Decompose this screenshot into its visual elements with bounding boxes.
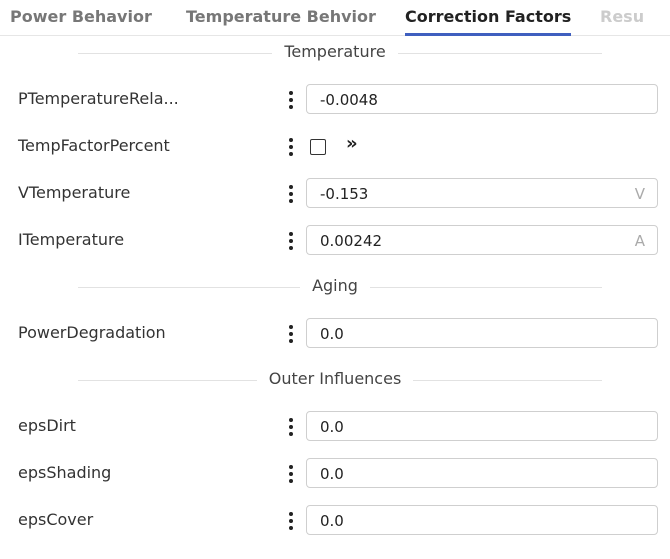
dot — [289, 98, 293, 102]
input-unit: V — [634, 185, 645, 203]
menu-button[interactable] — [287, 183, 295, 205]
menu-button[interactable] — [287, 230, 295, 252]
dot — [289, 465, 293, 469]
text-input[interactable]: 0.00242 A — [306, 225, 658, 255]
field-row: PowerDegradation 0.0 — [0, 310, 670, 357]
dot — [289, 185, 293, 189]
dot — [289, 418, 293, 422]
dot — [289, 512, 293, 516]
section-header: Aging — [0, 264, 670, 310]
tab[interactable]: Resu — [600, 7, 645, 26]
text-input[interactable]: -0.153 V — [306, 178, 658, 208]
menu-button[interactable] — [287, 89, 295, 111]
dot — [289, 246, 293, 250]
dot — [289, 232, 293, 236]
input-value: -0.153 — [320, 185, 369, 203]
field-row: ITemperature 0.00242 A — [0, 217, 670, 264]
dot — [289, 192, 293, 196]
tab[interactable]: Temperature Behvior — [186, 7, 376, 26]
field-label: epsCover — [18, 510, 94, 529]
field-label: PTemperatureRela... — [18, 89, 179, 108]
tab[interactable]: Correction Factors — [405, 7, 572, 36]
field-label: epsDirt — [18, 416, 76, 435]
dot — [289, 332, 293, 336]
field-row: epsShading 0.0 — [0, 450, 670, 497]
input-value: -0.0048 — [320, 91, 378, 109]
input-unit: A — [634, 232, 645, 250]
input-value: 0.0 — [320, 418, 344, 436]
menu-button[interactable] — [287, 510, 295, 532]
section-header: Temperature — [0, 30, 670, 76]
section-title-wrap: Aging — [0, 276, 670, 295]
dot — [289, 425, 293, 429]
dot — [289, 339, 293, 343]
dot — [289, 239, 293, 243]
dot — [289, 432, 293, 436]
text-input[interactable]: 0.0 — [306, 458, 658, 488]
field-row: TempFactorPercent » — [0, 123, 670, 170]
dot — [289, 145, 293, 149]
dot — [289, 105, 293, 109]
dot — [289, 199, 293, 203]
input-value: 0.0 — [320, 465, 344, 483]
section-title: Outer Influences — [256, 369, 414, 388]
text-input[interactable]: 0.0 — [306, 318, 658, 348]
menu-button[interactable] — [287, 463, 295, 485]
dot — [289, 479, 293, 483]
tab[interactable]: Power Behavior — [10, 7, 152, 26]
dot — [289, 325, 293, 329]
section-header: Outer Influences — [0, 357, 670, 403]
field-label: epsShading — [18, 463, 112, 482]
tab-bar: Power Behavior Temperature Behvior Correct… — [0, 0, 670, 36]
dot — [289, 152, 293, 156]
text-input[interactable]: 0.0 — [306, 411, 658, 441]
dot — [289, 519, 293, 523]
menu-button[interactable] — [287, 136, 295, 158]
text-input[interactable]: 0.0 — [306, 505, 658, 535]
field-row: PTemperatureRela... -0.0048 — [0, 76, 670, 123]
dot — [289, 91, 293, 95]
input-value: 0.0 — [320, 512, 344, 530]
field-row: epsDirt 0.0 — [0, 403, 670, 450]
section-title-wrap: Outer Influences — [0, 369, 670, 388]
form: Temperature PTemperatureRela... -0.0048 Tem… — [0, 30, 670, 544]
section-title-wrap: Temperature — [0, 42, 670, 61]
section-title: Aging — [300, 276, 370, 295]
dot — [289, 138, 293, 142]
checkbox[interactable] — [310, 139, 326, 155]
field-row: epsCover 0.0 — [0, 497, 670, 544]
menu-button[interactable] — [287, 323, 295, 345]
text-input[interactable]: -0.0048 — [306, 84, 658, 114]
dot — [289, 526, 293, 530]
field-row: VTemperature -0.153 V — [0, 170, 670, 217]
field-label: ITemperature — [18, 230, 125, 249]
section-title: Temperature — [272, 42, 398, 61]
field-label: VTemperature — [18, 183, 131, 202]
menu-button[interactable] — [287, 416, 295, 438]
input-value: 0.00242 — [320, 232, 383, 250]
input-value: 0.0 — [320, 325, 344, 343]
expand-button[interactable]: » — [346, 133, 358, 154]
field-label: TempFactorPercent — [18, 136, 170, 155]
field-label: PowerDegradation — [18, 323, 166, 342]
dot — [289, 472, 293, 476]
